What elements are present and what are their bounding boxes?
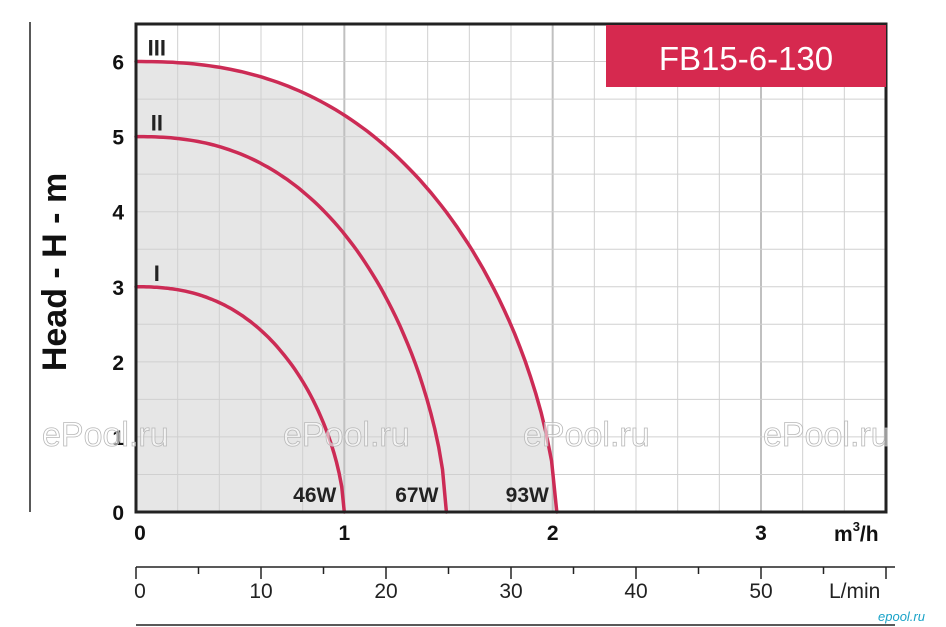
y-tick-label: 6 [112,52,124,75]
secondary-x-tick-label: 10 [249,580,272,603]
x-unit-sup: 3 [853,519,860,534]
x-tick-label: 3 [755,522,767,545]
secondary-x-tick-label: 50 [749,580,772,603]
y-axis-label: Head - H - m [36,173,74,371]
plot-area: I 46W II 67W III 93W [134,22,888,514]
brand-mark: epool.ru [878,609,925,624]
series-label: III [148,36,166,61]
x-tick-labels: 0 1 2 3 [134,522,767,545]
secondary-x-tick-label: 20 [374,580,397,603]
power-label: 46W [293,484,336,507]
watermark-text: ePool.ru [42,416,169,454]
x-tick-label: 1 [338,522,350,545]
watermark: ePool.ru ePool.ru ePool.ru ePool.ru [42,416,890,455]
y-tick-label: 0 [112,502,124,525]
series-label: II [151,111,163,136]
watermark-text: ePool.ru [763,416,890,454]
y-tick-label: 3 [112,277,124,300]
y-tick-label: 5 [112,127,124,150]
y-tick-label: 4 [112,202,124,225]
x-tick-label: 2 [547,522,559,545]
secondary-x-tick-label: 0 [134,580,146,603]
series-label: I [154,261,160,286]
power-label: 67W [395,484,438,507]
watermark-text: ePool.ru [283,416,410,454]
y-tick-label: 1 [112,427,124,450]
secondary-x-tick-label: 40 [624,580,647,603]
watermark-text: ePool.ru [523,416,650,454]
x-axis-label: m3/h [834,519,879,546]
x-tick-label: 0 [134,522,146,545]
y-tick-label: 2 [112,352,124,375]
secondary-x-tick-label: 30 [499,580,522,603]
secondary-x-axis-label: L/min [829,580,880,603]
x-unit-tail: /h [860,523,879,546]
plot-frame [134,22,888,514]
series-line-II [134,134,449,514]
secondary-x-axis: 0 10 20 30 40 50 [134,566,895,603]
series-line-III [134,59,559,514]
x-unit-main: m [834,523,853,546]
chart-title: FB15-6-130 [659,40,833,77]
power-label: 93W [506,484,549,507]
y-tick-labels: 0 1 2 3 4 5 6 [112,52,124,525]
title-box [606,25,886,87]
series-line-I [134,285,347,514]
